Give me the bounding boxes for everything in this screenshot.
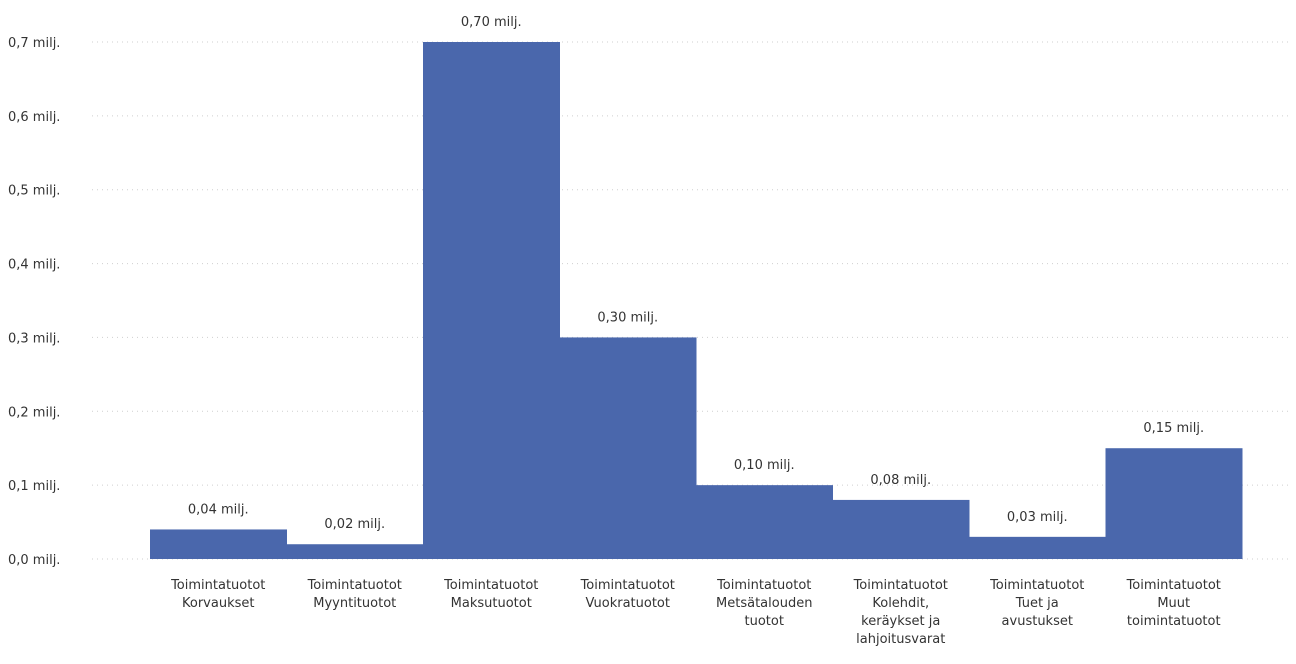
category-label-line: Toimintatuotot	[716, 578, 811, 593]
category-label-line: Maksutuotot	[451, 596, 532, 611]
category-label-1: Toimintatuotot Myyntituotot	[307, 578, 402, 611]
category-label-line: Toimintatuotot	[443, 578, 538, 593]
category-label-4: Toimintatuotot Metsätalouden tuotot	[716, 578, 812, 629]
category-label-line: Toimintatuotot	[307, 578, 402, 593]
bar-4[interactable]	[696, 485, 833, 559]
y-tick-label-3: 0,3 milj.	[8, 331, 60, 346]
category-label-7: Toimintatuotot Muut toimintatuotot	[1126, 578, 1221, 629]
y-tick-label-5: 0,5 milj.	[8, 184, 60, 199]
category-label-line: Toimintatuotot	[580, 578, 675, 593]
data-label-3: 0,30 milj.	[597, 310, 658, 325]
category-label-line: toimintatuotot	[1127, 614, 1221, 629]
category-label-line: Korvaukset	[182, 596, 254, 611]
category-label-line: Muut	[1157, 596, 1190, 611]
y-tick-label-1: 0,1 milj.	[8, 479, 60, 494]
category-label-line: Toimintatuotot	[853, 578, 948, 593]
y-tick-label-6: 0,6 milj.	[8, 110, 60, 125]
category-label-3: Toimintatuotot Vuokratuotot	[580, 578, 675, 611]
bar-0[interactable]	[150, 529, 287, 559]
y-tick-label-2: 0,2 milj.	[8, 405, 60, 420]
data-label-0: 0,04 milj.	[188, 502, 249, 517]
bar-2[interactable]	[423, 42, 560, 559]
category-label-line: keräykset ja	[861, 614, 940, 629]
category-label-line: Toimintatuotot	[989, 578, 1084, 593]
bar-5[interactable]	[833, 500, 970, 559]
category-label-line: tuotot	[745, 614, 784, 629]
data-label-5: 0,08 milj.	[870, 473, 931, 488]
y-tick-label-7: 0,7 milj.	[8, 36, 60, 51]
category-label-line: Tuet ja	[1015, 596, 1059, 611]
category-label-line: Kolehdit,	[872, 596, 929, 611]
category-label-line: Toimintatuotot	[1126, 578, 1221, 593]
y-tick-label-0: 0,0 milj.	[8, 553, 60, 568]
data-label-2: 0,70 milj.	[461, 15, 522, 30]
category-label-6: Toimintatuotot Tuet ja avustukset	[989, 578, 1084, 629]
data-label-7: 0,15 milj.	[1143, 421, 1204, 436]
category-label-5: Toimintatuotot Kolehdit, keräykset ja lahjo…	[853, 578, 948, 647]
category-label-line: Metsätalouden	[716, 596, 812, 611]
category-label-line: Toimintatuotot	[170, 578, 265, 593]
bar-1[interactable]	[287, 544, 424, 559]
category-label-2: Toimintatuotot Maksutuotot	[443, 578, 538, 611]
category-label-line: Vuokratuotot	[586, 596, 670, 611]
category-label-line: lahjoitusvarat	[856, 632, 945, 647]
data-label-1: 0,02 milj.	[324, 517, 385, 532]
data-label-4: 0,10 milj.	[734, 458, 795, 473]
bar-7[interactable]	[1106, 448, 1243, 559]
y-tick-label-4: 0,4 milj.	[8, 258, 60, 273]
x-axis: Toimintatuotot Korvaukset Toimintatuotot My…	[170, 578, 1221, 647]
category-label-0: Toimintatuotot Korvaukset	[170, 578, 265, 611]
data-label-6: 0,03 milj.	[1007, 510, 1068, 525]
category-label-line: Myyntituotot	[313, 596, 396, 611]
y-axis: 0,0 milj. 0,1 milj. 0,2 milj. 0,3 milj. 0,4 …	[8, 36, 60, 568]
category-label-line: avustukset	[1002, 614, 1073, 629]
bar-3[interactable]	[560, 337, 697, 559]
bars	[150, 42, 1243, 559]
bar-6[interactable]	[969, 537, 1106, 559]
